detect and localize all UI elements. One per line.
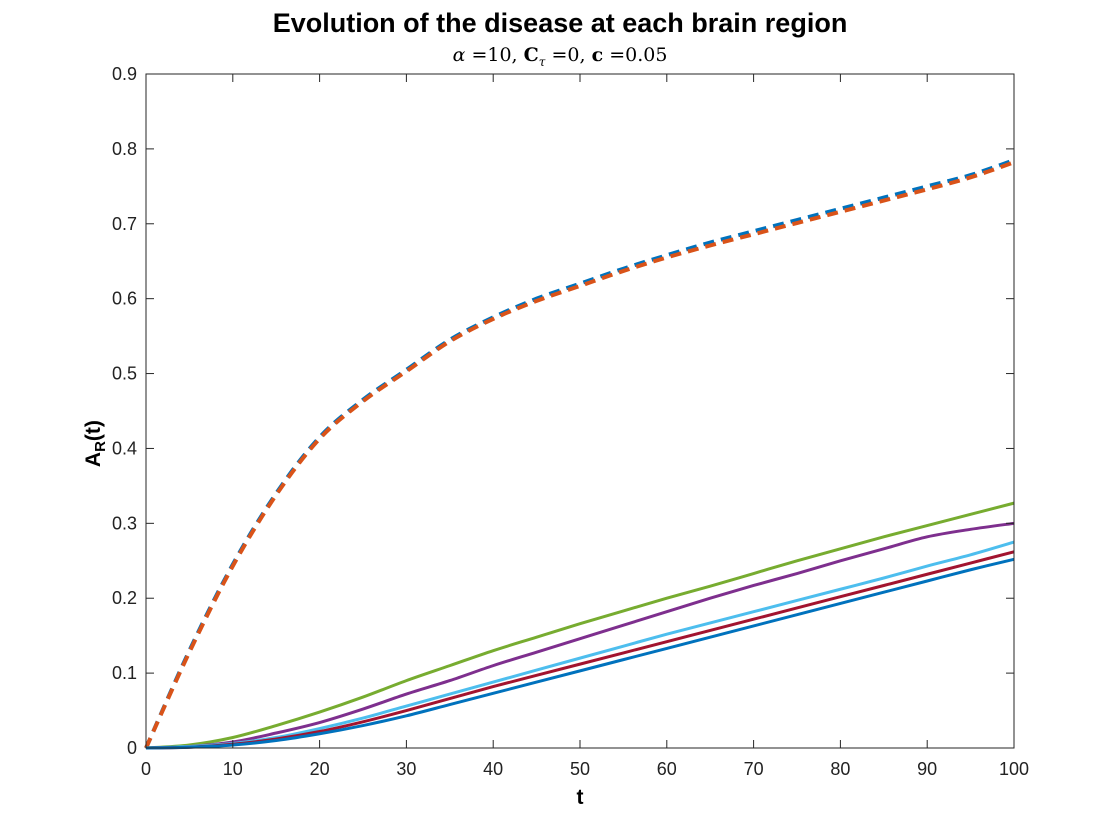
y-tick-label: 0.3 xyxy=(112,513,137,533)
y-tick-label: 0.7 xyxy=(112,214,137,234)
y-tick-label: 0.6 xyxy=(112,289,137,309)
series-line-1 xyxy=(144,158,1015,749)
series-line-4 xyxy=(145,521,1015,750)
series-line-2 xyxy=(144,160,1015,749)
x-tick-label: 60 xyxy=(657,759,677,779)
x-tick-label: 90 xyxy=(917,759,937,779)
x-tick-label: 50 xyxy=(570,759,590,779)
y-tick-label: 0.2 xyxy=(112,588,137,608)
x-tick-label: 0 xyxy=(141,759,151,779)
series-line-3 xyxy=(145,501,1015,750)
x-tick-label: 40 xyxy=(483,759,503,779)
subtitle-c-value: =0.05 xyxy=(609,44,668,66)
x-tick-label: 10 xyxy=(223,759,243,779)
series-layer xyxy=(144,158,1015,750)
y-tick-label: 0.5 xyxy=(112,364,137,384)
subtitle-ctau-label: C xyxy=(523,44,539,66)
series-line-5 xyxy=(145,540,1015,750)
subtitle-alpha-symbol: α xyxy=(452,44,466,66)
subtitle-ctau-value: =0, xyxy=(551,44,586,66)
x-tick-label: 80 xyxy=(830,759,850,779)
chart-title: Evolution of the disease at each brain r… xyxy=(272,8,848,38)
x-tick-label: 20 xyxy=(310,759,330,779)
y-tick-label: 0.9 xyxy=(112,64,137,84)
series-line-7 xyxy=(145,557,1015,750)
y-tick-label: 0.8 xyxy=(112,139,137,159)
series-line-6 xyxy=(145,550,1015,750)
tick-layer: 0 10 20 30 40 50 60 70 80 90 100 0 0.1 0.2 0.3 0.4 0.5 0.… xyxy=(112,64,1029,779)
subtitle-c-label: c xyxy=(591,44,604,66)
x-axis-label: t xyxy=(576,786,584,809)
subtitle-ctau-sub: τ xyxy=(538,54,546,69)
subtitle-alpha-value: =10, xyxy=(471,44,518,66)
x-tick-label: 30 xyxy=(396,759,416,779)
y-tick-label: 0.4 xyxy=(112,438,137,458)
x-tick-label: 100 xyxy=(999,759,1029,779)
y-tick-label: 0 xyxy=(127,738,137,758)
chart-subtitle: α =10, Cτ =0, c =0.05 xyxy=(0,44,1120,69)
y-tick-label: 0.1 xyxy=(112,663,137,683)
axes-box xyxy=(145,73,1015,749)
x-tick-label: 70 xyxy=(744,759,764,779)
